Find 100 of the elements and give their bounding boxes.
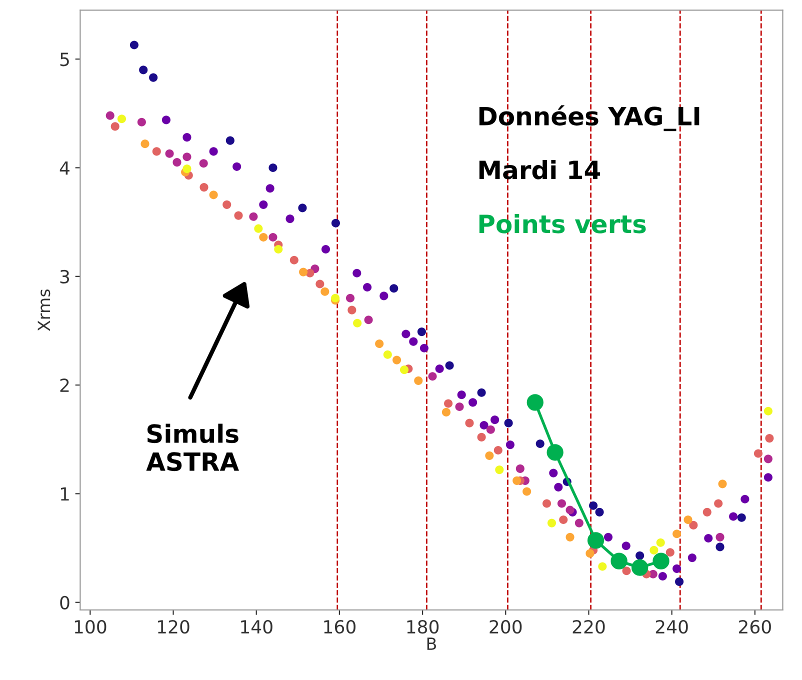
point [290, 256, 298, 264]
point [658, 572, 667, 581]
point [672, 564, 682, 573]
x-tick-label: 140 [241, 620, 272, 634]
point [165, 149, 174, 158]
point [675, 577, 684, 586]
point [704, 534, 713, 543]
point [199, 159, 208, 168]
point [652, 552, 670, 570]
point [259, 233, 268, 242]
point [566, 506, 574, 514]
point [390, 284, 398, 293]
point [274, 244, 283, 254]
point [254, 224, 263, 233]
point [504, 418, 513, 428]
point [222, 200, 232, 209]
point [232, 162, 242, 171]
point [595, 508, 604, 516]
point [149, 73, 158, 82]
point [445, 361, 454, 370]
point [477, 388, 486, 397]
point [485, 451, 494, 460]
point [522, 487, 532, 496]
point [610, 552, 628, 570]
point [477, 432, 486, 442]
point [754, 449, 763, 458]
point [380, 292, 388, 300]
point [268, 163, 278, 172]
point [554, 482, 563, 492]
point [162, 116, 170, 124]
point [364, 316, 373, 324]
point [465, 418, 474, 428]
point [468, 398, 478, 407]
point [346, 294, 355, 302]
point [182, 133, 192, 142]
point [268, 233, 278, 242]
point [375, 339, 384, 348]
x-tick-label: 120 [158, 620, 190, 634]
x-tick-label: 180 [407, 620, 439, 634]
point [353, 318, 362, 328]
point [740, 494, 750, 504]
point [764, 473, 772, 482]
point [172, 158, 182, 167]
point [506, 440, 514, 450]
point [316, 280, 324, 288]
point [106, 111, 114, 120]
point [363, 282, 372, 292]
point [557, 499, 566, 508]
point [249, 212, 258, 221]
point [298, 204, 307, 212]
point [182, 164, 192, 174]
point [688, 554, 696, 562]
point [622, 566, 631, 576]
point [226, 136, 234, 145]
annotation: Points verts [479, 214, 646, 234]
point [209, 190, 218, 200]
point [137, 118, 146, 126]
point [182, 152, 192, 162]
point [402, 330, 410, 338]
point [392, 356, 402, 364]
point [259, 200, 268, 209]
point [409, 337, 418, 346]
point [331, 294, 340, 302]
point [586, 549, 594, 558]
point [549, 468, 558, 478]
point [200, 183, 208, 192]
point [716, 532, 724, 542]
x-tick-label: 200 [490, 620, 522, 634]
y-axis-title: Xrms [38, 289, 50, 332]
point [765, 434, 774, 443]
y-tick-label: 4 [60, 161, 70, 175]
point [417, 328, 426, 336]
point [764, 406, 772, 416]
point [714, 499, 723, 508]
point [457, 390, 466, 400]
point [420, 344, 428, 352]
point [536, 439, 544, 448]
point [546, 444, 564, 461]
point [718, 480, 727, 488]
point [542, 499, 552, 508]
point [666, 548, 674, 557]
point [234, 211, 243, 220]
y-tick-label: 2 [60, 378, 69, 392]
point [117, 114, 126, 124]
y-tick-label: 3 [60, 270, 70, 284]
point [684, 516, 692, 524]
point [209, 147, 218, 156]
point [139, 66, 148, 74]
y-tick-label: 0 [60, 596, 70, 610]
x-tick-label: 100 [74, 620, 106, 634]
point [559, 516, 568, 524]
point [414, 376, 423, 385]
point [495, 466, 504, 474]
annotation: Données YAG_LI [479, 105, 700, 132]
point [566, 532, 574, 542]
point [737, 513, 746, 522]
point [716, 542, 724, 552]
point [490, 416, 500, 424]
point [622, 542, 630, 550]
x-tick-label: 260 [739, 620, 771, 634]
